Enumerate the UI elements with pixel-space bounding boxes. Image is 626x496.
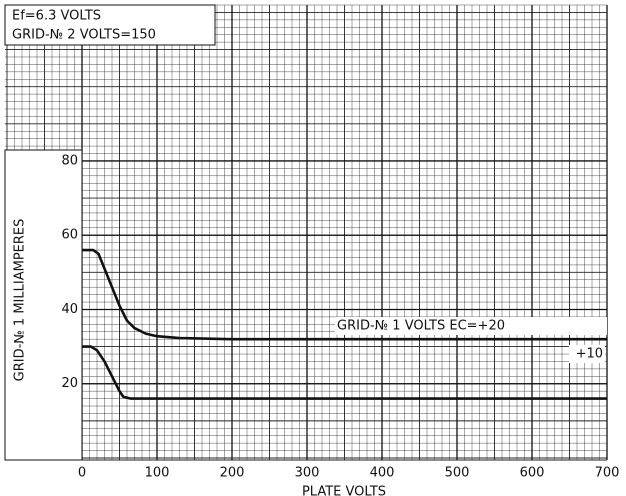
y-tick-label: 80 (61, 153, 78, 168)
x-tick-label: 400 (370, 466, 395, 481)
annotation: Ef=6.3 VOLTS (12, 9, 101, 24)
y-tick-label: 40 (61, 302, 78, 317)
curve (82, 248, 607, 341)
annotation: GRID-№ 2 VOLTS=150 (12, 28, 156, 43)
label-backing (569, 345, 605, 363)
x-tick-label: 700 (595, 466, 620, 481)
note-box (4, 4, 216, 46)
x-tick-label: 300 (295, 466, 320, 481)
y-tick-label: 60 (61, 228, 78, 243)
x-tick-label: 500 (445, 466, 470, 481)
curve-label: +10 (576, 347, 603, 362)
axis-panel (4, 149, 83, 461)
x-axis-label: PLATE VOLTS (302, 485, 386, 496)
x-tick-label: 100 (145, 466, 170, 481)
curve-label: GRID-№ 1 VOLTS EC=+20 (337, 319, 505, 334)
y-axis-label: GRID-№ 1 MILLIAMPERES (13, 219, 28, 382)
curve (82, 345, 607, 400)
x-tick-label: 600 (520, 466, 545, 481)
x-tick-label: 0 (78, 466, 86, 481)
grid (5, 4, 608, 461)
x-tick-label: 200 (220, 466, 245, 481)
y-tick-label: 20 (61, 376, 78, 391)
label-backing (335, 317, 607, 335)
